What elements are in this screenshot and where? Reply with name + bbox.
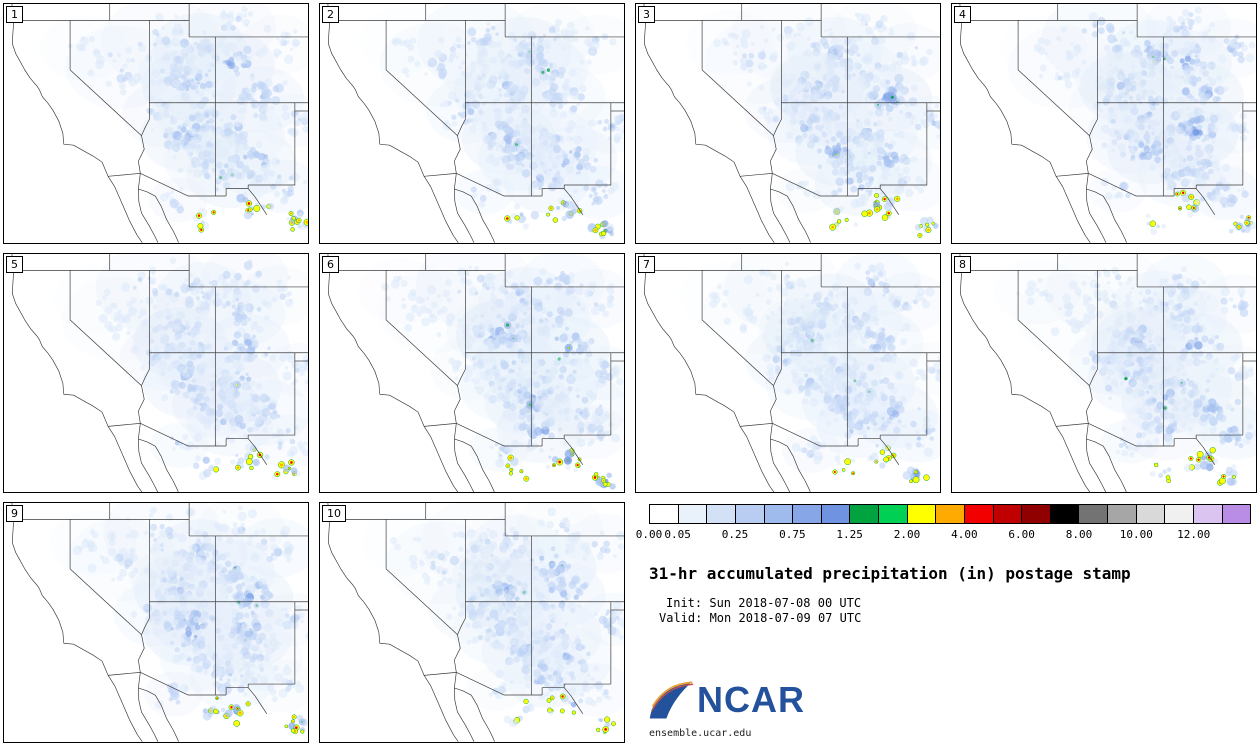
ensemble-panel-10: 10 — [319, 502, 625, 743]
precip-map-4 — [959, 4, 1256, 243]
state-borders-layer — [327, 4, 624, 243]
colorbar-segment — [1165, 505, 1194, 524]
colorbar-tick-label: 0.75 — [779, 528, 806, 542]
colorbar-tick-label: 4.00 — [951, 528, 978, 542]
panel-number-label: 7 — [638, 255, 655, 273]
ncar-arc-red — [651, 683, 694, 712]
panel-number-label: 4 — [954, 6, 971, 23]
precip-map-3 — [643, 4, 940, 243]
state-borders-layer — [643, 253, 940, 493]
colorbar-segment — [1222, 505, 1251, 524]
precip-field-layer — [54, 253, 308, 480]
ncar-sail-shape — [649, 681, 693, 719]
precip-field-layer — [40, 4, 308, 233]
colorbar-segment — [678, 505, 708, 524]
colorbar-segment — [650, 505, 679, 524]
state-borders-layer — [643, 4, 940, 243]
state-borders-layer — [11, 503, 308, 742]
colorbar-segment — [907, 505, 937, 524]
precip-map-8 — [959, 253, 1256, 493]
ensemble-panel-7: 7 — [635, 252, 941, 494]
colorbar-segment — [764, 505, 794, 524]
precip-map-2 — [327, 4, 624, 243]
ncar-branding: NCAR — [647, 678, 805, 722]
ensemble-panel-9: 9 — [3, 502, 309, 743]
ncar-logo-icon — [649, 681, 694, 719]
colorbar-segment — [993, 505, 1023, 524]
colorbar-tick-labels: 0.00 0.05 0.25 0.75 1.25 2.00 4.00 6.00 8.00 10.0… — [636, 528, 1251, 542]
precip-field-layer — [359, 4, 624, 240]
precip-map-9 — [11, 503, 308, 742]
colorbar-segment — [936, 505, 965, 524]
colorbar-segment — [707, 505, 736, 524]
colorbar-tick-label: 0.25 — [721, 528, 749, 542]
ncar-logo-text: NCAR — [697, 679, 805, 721]
precip-field-layer — [679, 253, 940, 483]
colorbar-segment — [793, 505, 822, 524]
precip-map-1 — [11, 4, 308, 243]
colorbar-segment — [1136, 505, 1166, 524]
precip-field-layer — [50, 503, 308, 735]
colorbar-segment — [964, 505, 994, 524]
precip-map-7 — [643, 253, 940, 493]
state-borders-layer — [11, 253, 308, 493]
precip-field-layer — [358, 253, 624, 490]
valid-time-line: Valid: Mon 2018-07-09 07 UTC — [659, 611, 862, 626]
ensemble-panel-6: 6 — [319, 252, 625, 494]
ensemble-site-url: ensemble.ucar.edu — [649, 728, 752, 740]
ensemble-panel-5: 5 — [3, 252, 309, 494]
panel-number-label: 5 — [6, 255, 23, 273]
colorbar-tick-label: 12.00 — [1177, 528, 1211, 542]
precip-map-5 — [11, 253, 308, 493]
state-borders-layer — [327, 253, 624, 493]
colorbar-tick-label: 1.25 — [836, 528, 863, 542]
ensemble-panel-2: 2 — [319, 3, 625, 244]
ensemble-panel-8: 8 — [951, 252, 1257, 494]
state-borders-layer — [327, 503, 624, 742]
colorbar-tick-label: 2.00 — [893, 528, 921, 542]
state-borders-layer — [11, 4, 308, 243]
init-time-line: Init: Sun 2018-07-08 00 UTC — [666, 596, 862, 611]
colorbar-tick-label: 8.00 — [1065, 528, 1093, 542]
ensemble-panel-3: 3 — [635, 3, 941, 244]
precip-field-layer — [1001, 4, 1256, 235]
colorbar — [649, 504, 1251, 525]
colorbar-tick-label: 6.00 — [1008, 528, 1035, 542]
panel-number-label: 3 — [638, 6, 655, 23]
colorbar-segment — [1108, 505, 1137, 524]
colorbar-segment — [850, 505, 879, 524]
colorbar-segment — [1050, 505, 1080, 524]
colorbar-segment — [1079, 505, 1108, 524]
ncar-arc-orange — [651, 681, 693, 708]
precip-map-6 — [327, 253, 624, 493]
figure-title: 31-hr accumulated precipitation (in) pos… — [649, 564, 1131, 584]
panel-number-label: 6 — [322, 255, 339, 273]
colorbar-segment — [879, 505, 908, 524]
ensemble-panel-4: 4 — [951, 3, 1257, 244]
colorbar-tick-label: 0.05 — [664, 528, 691, 542]
colorbar-tick-label: 10.00 — [1119, 528, 1153, 542]
colorbar-segment — [1022, 505, 1051, 524]
panel-number-label: 9 — [6, 505, 23, 523]
precip-field-layer — [361, 503, 624, 735]
panel-number-label: 10 — [322, 505, 346, 523]
precip-field-layer — [686, 4, 940, 238]
colorbar-segment — [735, 505, 765, 524]
panel-number-label: 2 — [322, 6, 339, 23]
precip-field-layer — [994, 253, 1256, 486]
ensemble-panel-1: 1 — [3, 3, 309, 244]
colorbar-segment — [1193, 505, 1223, 524]
state-borders-layer — [959, 253, 1256, 493]
colorbar-segment — [821, 505, 851, 524]
legend-area: 0.00 0.05 0.25 0.75 1.25 2.00 4.00 6.00 8.00 10.0… — [635, 502, 1257, 743]
colorbar-tick-label: 0.00 — [635, 528, 663, 542]
panel-number-label: 1 — [6, 6, 23, 23]
state-borders-layer — [959, 4, 1256, 243]
precip-map-10 — [327, 503, 624, 742]
panel-number-label: 8 — [954, 255, 971, 273]
